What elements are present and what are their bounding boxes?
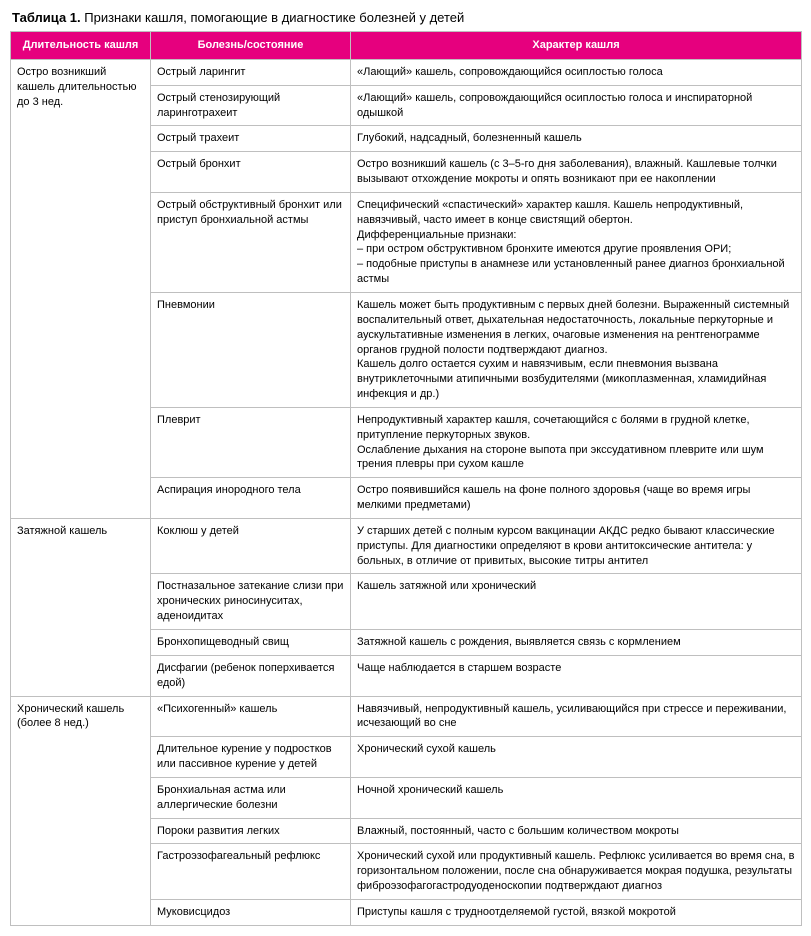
disease-cell: Острый ларингит bbox=[151, 59, 351, 85]
header-character: Характер кашля bbox=[351, 32, 802, 60]
character-cell: Кашель может быть продуктивным с первых … bbox=[351, 292, 802, 407]
caption-bold: Таблица 1. bbox=[12, 10, 81, 25]
character-cell: Приступы кашля с трудноотделяемой густой… bbox=[351, 899, 802, 925]
table-row: Затяжной кашельКоклюш у детейУ старших д… bbox=[11, 518, 802, 574]
character-cell: Остро возникший кашель (с 3–5-го дня заб… bbox=[351, 152, 802, 193]
disease-cell: Муковисцидоз bbox=[151, 899, 351, 925]
disease-cell: Бронхопищеводный свищ bbox=[151, 630, 351, 656]
disease-cell: «Психогенный» кашель bbox=[151, 696, 351, 737]
disease-cell: Бронхиальная астма или аллергические бол… bbox=[151, 777, 351, 818]
disease-cell: Острый бронхит bbox=[151, 152, 351, 193]
disease-cell: Постназальное затекание слизи при хронич… bbox=[151, 574, 351, 630]
header-disease: Болезнь/состояние bbox=[151, 32, 351, 60]
character-cell: Навязчивый, непродуктивный кашель, усили… bbox=[351, 696, 802, 737]
disease-cell: Острый стенозирующий ларинготрахеит bbox=[151, 85, 351, 126]
character-cell: Влажный, постоянный, часто с большим кол… bbox=[351, 818, 802, 844]
disease-cell: Острый обструктивный бронхит или приступ… bbox=[151, 192, 351, 292]
character-cell: Глубокий, надсадный, болезненный кашель bbox=[351, 126, 802, 152]
caption-rest: Признаки кашля, помогающие в диагностике… bbox=[81, 10, 465, 25]
disease-cell: Длительное курение у подростков или пасс… bbox=[151, 737, 351, 778]
character-cell: Остро появившийся кашель на фоне полного… bbox=[351, 478, 802, 519]
duration-cell: Остро возникший кашель длительностью до … bbox=[11, 59, 151, 518]
character-cell: Кашель затяжной или хронический bbox=[351, 574, 802, 630]
character-cell: Хронический сухой кашель bbox=[351, 737, 802, 778]
duration-cell: Хронический кашель (более 8 нед.) bbox=[11, 696, 151, 925]
cough-diagnosis-table: Длительность кашля Болезнь/состояние Хар… bbox=[10, 31, 802, 926]
disease-cell: Коклюш у детей bbox=[151, 518, 351, 574]
character-cell: У старших детей с полным курсом вакцинац… bbox=[351, 518, 802, 574]
disease-cell: Острый трахеит bbox=[151, 126, 351, 152]
disease-cell: Плеврит bbox=[151, 407, 351, 477]
disease-cell: Дисфагии (ребенок поперхивается едой) bbox=[151, 655, 351, 696]
character-cell: «Лающий» кашель, сопровождающийся осипло… bbox=[351, 59, 802, 85]
disease-cell: Аспирация инородного тела bbox=[151, 478, 351, 519]
character-cell: Хронический сухой или продуктивный кашел… bbox=[351, 844, 802, 900]
header-duration: Длительность кашля bbox=[11, 32, 151, 60]
character-cell: «Лающий» кашель, сопровождающийся осипло… bbox=[351, 85, 802, 126]
table-row: Хронический кашель (более 8 нед.)«Психог… bbox=[11, 696, 802, 737]
disease-cell: Пороки развития легких bbox=[151, 818, 351, 844]
disease-cell: Пневмонии bbox=[151, 292, 351, 407]
duration-cell: Затяжной кашель bbox=[11, 518, 151, 696]
table-caption: Таблица 1. Признаки кашля, помогающие в … bbox=[12, 10, 801, 25]
table-row: Остро возникший кашель длительностью до … bbox=[11, 59, 802, 85]
disease-cell: Гастроэзофагеальный рефлюкс bbox=[151, 844, 351, 900]
character-cell: Чаще наблюдается в старшем возрасте bbox=[351, 655, 802, 696]
character-cell: Непродуктивный характер кашля, сочетающи… bbox=[351, 407, 802, 477]
character-cell: Ночной хронический кашель bbox=[351, 777, 802, 818]
character-cell: Специфический «спастический» характер ка… bbox=[351, 192, 802, 292]
character-cell: Затяжной кашель с рождения, выявляется с… bbox=[351, 630, 802, 656]
